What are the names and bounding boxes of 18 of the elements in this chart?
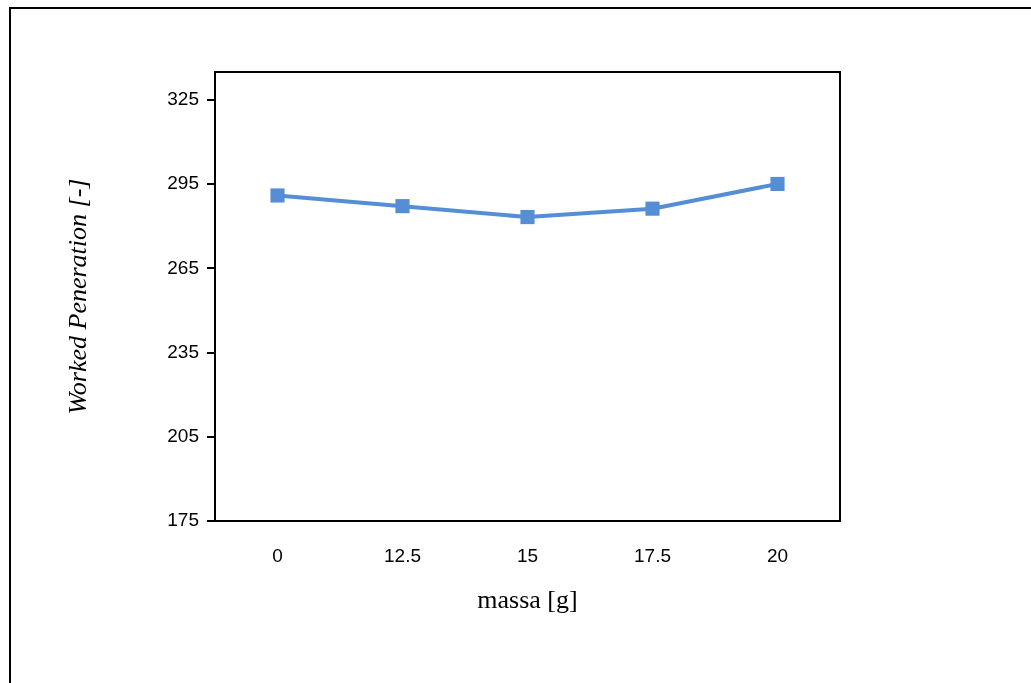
x-tick-label: 17.5 <box>634 544 671 566</box>
y-tick-label: 325 <box>167 88 199 110</box>
y-tick-label: 175 <box>167 509 199 531</box>
x-tick-label: 12.5 <box>384 544 421 566</box>
x-tick-label: 0 <box>272 544 283 566</box>
point <box>770 176 785 192</box>
x-axis-title: massa [g] <box>477 585 578 615</box>
point <box>270 188 285 203</box>
x-tick-label: 20 <box>766 544 789 566</box>
point <box>395 199 410 214</box>
y-tick-label: 235 <box>167 340 199 362</box>
y-tick-label: 265 <box>167 256 199 278</box>
point <box>645 201 660 216</box>
point <box>520 210 535 225</box>
x-tick-label: 15 <box>516 544 539 566</box>
y-tick-label: 205 <box>167 425 199 447</box>
y-axis-title: Worked Peneration [-] <box>63 178 93 415</box>
y-tick-label: 295 <box>167 172 199 194</box>
